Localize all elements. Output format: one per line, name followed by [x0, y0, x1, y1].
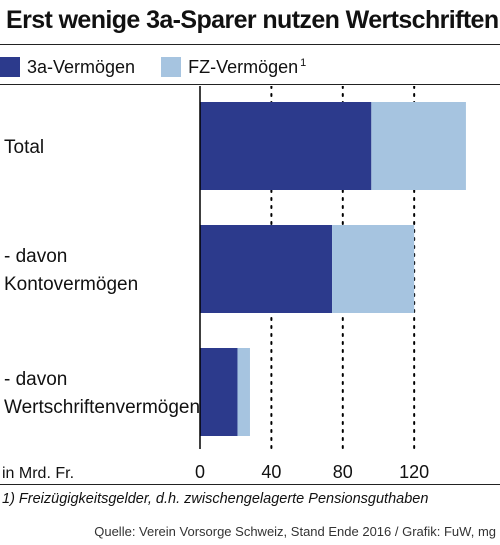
source-credit: Quelle: Verein Vorsorge Schweiz, Stand E… [94, 524, 496, 539]
bar-fz-2 [237, 348, 250, 436]
legend-footnote-mark: 1 [300, 56, 307, 69]
legend-swatch-fz [161, 57, 182, 77]
bar-fz-0 [371, 102, 466, 190]
stacked-bar-chart: Total - davon Kontovermögen - davon Wertschr… [2, 86, 466, 482]
legend: 3a-Vermögen FZ-Vermögen 1 [0, 54, 332, 80]
legend-item-3a: 3a-Vermögen [0, 57, 135, 78]
category-label-0-0: Total [4, 137, 44, 158]
bar-3a-2 [200, 348, 238, 436]
legend-rule [0, 84, 500, 85]
bar-fz-1 [332, 225, 415, 313]
legend-swatch-3a [0, 57, 20, 77]
category-label-2-0: - davon [4, 369, 67, 390]
title-rule [0, 44, 500, 45]
category-label-1-0: - davon [4, 246, 67, 267]
legend-label-3a: 3a-Vermögen [27, 56, 136, 77]
tick-label-80: 80 [333, 462, 353, 482]
footnote: 1) Freizügigkeitsgelder, d.h. zwischenge… [2, 491, 429, 507]
axis-rule [0, 484, 500, 485]
x-axis-label: in Mrd. Fr. [2, 465, 74, 482]
tick-label-0: 0 [195, 462, 205, 482]
chart-title: Erst wenige 3a-Sparer nutzen Wertschrift… [6, 6, 499, 34]
legend-item-fz: FZ-Vermögen 1 [161, 57, 306, 78]
bar-3a-1 [200, 225, 333, 313]
tick-label-120: 120 [399, 462, 429, 482]
bar-3a-0 [200, 102, 372, 190]
tick-label-40: 40 [261, 462, 281, 482]
category-label-2-1: Wertschriftenvermögen [4, 397, 200, 418]
legend-label-fz: FZ-Vermögen 1 [188, 56, 307, 77]
category-label-1-1: Kontovermögen [4, 274, 138, 295]
